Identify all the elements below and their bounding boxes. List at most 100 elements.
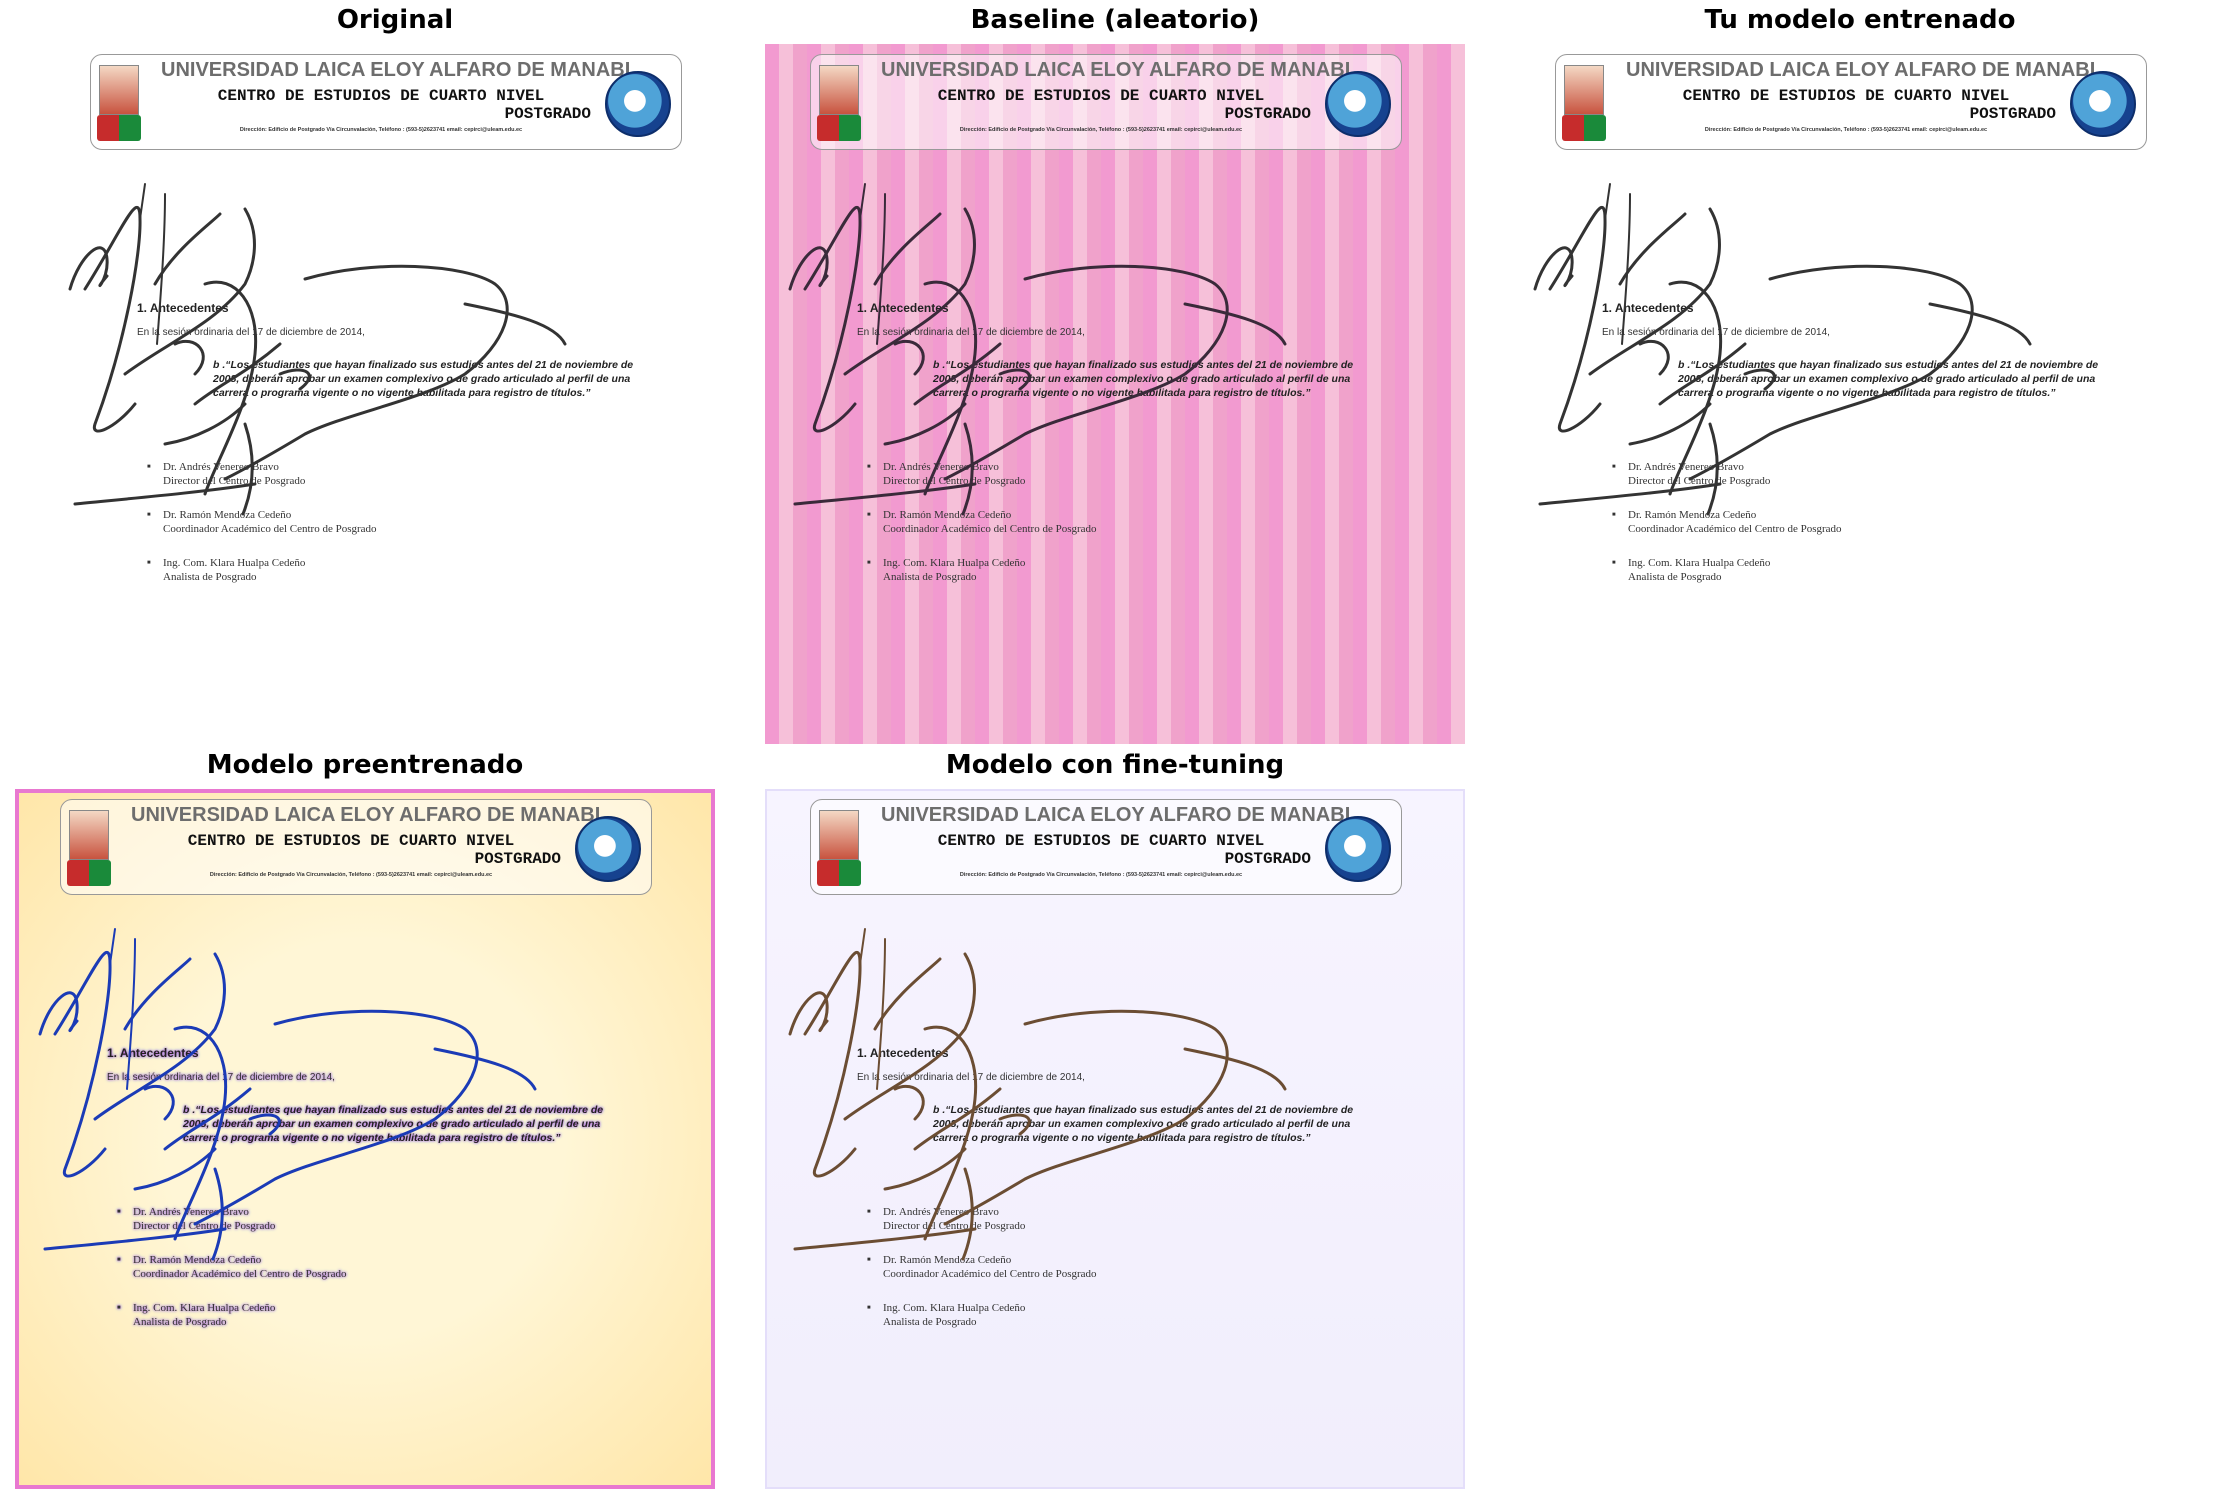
person-role: Coordinador Académico del Centro de Posg… [133,1268,347,1280]
person-item: Dr. Andrés Venereo Bravo Director del Ce… [147,460,306,488]
document-image: UNIVERSIDAD LAICA ELOY ALFARO DE MANABI … [765,789,1465,1489]
intro-text: En la sesión ordinaria del 17 de diciemb… [857,327,1085,338]
letterhead-postgrado: POSTGRADO [1224,850,1311,868]
document-image: UNIVERSIDAD LAICA ELOY ALFARO DE MANABI … [45,44,745,744]
document-image: UNIVERSIDAD LAICA ELOY ALFARO DE MANABI … [15,789,715,1489]
letterhead-subtitle: CENTRO DE ESTUDIOS DE CUARTO NIVEL [1682,87,2010,105]
panel-title: Modelo preentrenado [206,750,524,780]
person-item: Ing. Com. Klara Hualpa Cedeño Analista d… [867,556,1026,584]
letterhead: UNIVERSIDAD LAICA ELOY ALFARO DE MANABI … [60,799,652,895]
person-role: Coordinador Académico del Centro de Posg… [883,523,1097,535]
person-name: Dr. Ramón Mendoza Cedeño [163,509,292,521]
person-item: Dr. Andrés Venereo Bravo Director del Ce… [867,460,1026,488]
handwritten-signature [1533,183,2032,516]
image-frame [15,789,715,1489]
person-name: Ing. Com. Klara Hualpa Cedeño [163,557,306,569]
letterhead: UNIVERSIDAD LAICA ELOY ALFARO DE MANABI … [90,54,682,150]
person-item: Dr. Ramón Mendoza Cedeño Coordinador Aca… [1612,508,1842,536]
person-role: Director del Centro de Posgrado [1628,475,1771,487]
letterhead-address: Dirección: Edificio de Postgrado Vía Cir… [959,127,1243,133]
panel-title: Tu modelo entrenado [1704,5,2016,35]
person-item: Ing. Com. Klara Hualpa Cedeño Analista d… [147,556,306,584]
founder-portrait-icon [99,65,139,115]
letterhead-subtitle: CENTRO DE ESTUDIOS DE CUARTO NIVEL [937,832,1265,850]
person-role: Director del Centro de Posgrado [883,475,1026,487]
scanned-document: UNIVERSIDAD LAICA ELOY ALFARO DE MANABI … [1510,44,2210,744]
person-item: Dr. Ramón Mendoza Cedeño Coordinador Aca… [147,508,377,536]
person-role: Director del Centro de Posgrado [163,475,306,487]
image-frame [765,789,1465,1489]
letterhead-address: Dirección: Edificio de Postgrado Vía Cir… [959,872,1243,878]
intro-text: En la sesión ordinaria del 17 de diciemb… [137,327,365,338]
founder-portrait-icon [1564,65,1604,115]
postgrado-seal-icon [1325,816,1391,882]
person-role: Analista de Posgrado [163,571,257,583]
person-item: Dr. Andrés Venereo Bravo Director del Ce… [1612,460,1771,488]
person-name: Dr. Andrés Venereo Bravo [163,461,279,473]
person-item: Dr. Andrés Venereo Bravo Director del Ce… [867,1205,1026,1233]
person-name: Ing. Com. Klara Hualpa Cedeño [133,1302,276,1314]
letterhead: UNIVERSIDAD LAICA ELOY ALFARO DE MANABI … [1555,54,2147,150]
panel-title: Original [336,5,454,35]
person-item: Ing. Com. Klara Hualpa Cedeño Analista d… [867,1301,1026,1329]
intro-text: En la sesión ordinaria del 17 de diciemb… [107,1072,335,1083]
person-name: Dr. Ramón Mendoza Cedeño [133,1254,262,1266]
person-role: Analista de Posgrado [1628,571,1722,583]
cepirci-logo-icon [817,860,861,886]
person-item: Dr. Ramón Mendoza Cedeño Coordinador Aca… [867,508,1097,536]
person-role: Director del Centro de Posgrado [883,1220,1026,1232]
person-name: Ing. Com. Klara Hualpa Cedeño [883,1302,1026,1314]
handwritten-signature [788,928,1287,1261]
letterhead-address: Dirección: Edificio de Postgrado Vía Cir… [239,127,523,133]
document-image: UNIVERSIDAD LAICA ELOY ALFARO DE MANABI … [765,44,1465,744]
postgrado-seal-icon [1325,71,1391,137]
handwritten-signature [788,183,1287,516]
person-name: Dr. Ramón Mendoza Cedeño [883,1254,1012,1266]
image-frame [1510,44,2210,744]
quote-text: b .“Los estudiantes que hayan finalizado… [213,359,634,399]
letterhead: UNIVERSIDAD LAICA ELOY ALFARO DE MANABI … [810,799,1402,895]
person-role: Coordinador Académico del Centro de Posg… [1628,523,1842,535]
image-frame [765,44,1465,744]
person-item: Dr. Andrés Venereo Bravo Director del Ce… [117,1205,276,1233]
person-role: Coordinador Académico del Centro de Posg… [883,1268,1097,1280]
quote-text: b .“Los estudiantes que hayan finalizado… [1678,359,2099,399]
person-name: Ing. Com. Klara Hualpa Cedeño [1628,557,1771,569]
panel-title: Modelo con fine-tuning [945,750,1285,780]
letterhead-address: Dirección: Edificio de Postgrado Vía Cir… [209,872,493,878]
person-name: Dr. Ramón Mendoza Cedeño [883,509,1012,521]
letterhead-subtitle: CENTRO DE ESTUDIOS DE CUARTO NIVEL [217,87,545,105]
document-image: UNIVERSIDAD LAICA ELOY ALFARO DE MANABI … [1510,44,2210,744]
intro-text: En la sesión ordinaria del 17 de diciemb… [857,1072,1085,1083]
letterhead-postgrado: POSTGRADO [504,105,591,123]
person-name: Dr. Andrés Venereo Bravo [883,1206,999,1218]
person-role: Analista de Posgrado [883,1316,977,1328]
person-role: Coordinador Académico del Centro de Posg… [163,523,377,535]
handwritten-signature [68,183,567,516]
panel-title: Baseline (aleatorio) [970,5,1260,35]
scanned-document: UNIVERSIDAD LAICA ELOY ALFARO DE MANABI … [15,789,715,1489]
intro-text: En la sesión ordinaria del 17 de diciemb… [1602,327,1830,338]
person-role: Director del Centro de Posgrado [133,1220,276,1232]
postgrado-seal-icon [2070,71,2136,137]
scanned-document: UNIVERSIDAD LAICA ELOY ALFARO DE MANABI … [765,789,1465,1489]
postgrado-seal-icon [605,71,671,137]
letterhead-postgrado: POSTGRADO [474,850,561,868]
scanned-document: UNIVERSIDAD LAICA ELOY ALFARO DE MANABI … [45,44,745,744]
letterhead-subtitle: CENTRO DE ESTUDIOS DE CUARTO NIVEL [187,832,515,850]
person-item: Ing. Com. Klara Hualpa Cedeño Analista d… [1612,556,1771,584]
person-name: Dr. Andrés Venereo Bravo [1628,461,1744,473]
letterhead: UNIVERSIDAD LAICA ELOY ALFARO DE MANABI … [810,54,1402,150]
founder-portrait-icon [819,65,859,115]
letterhead-title: UNIVERSIDAD LAICA ELOY ALFARO DE MANABI [881,59,1351,81]
cepirci-logo-icon [1562,115,1606,141]
person-name: Dr. Andrés Venereo Bravo [133,1206,249,1218]
handwritten-signature [38,928,537,1261]
letterhead-subtitle: CENTRO DE ESTUDIOS DE CUARTO NIVEL [937,87,1265,105]
cepirci-logo-icon [97,115,141,141]
person-name: Ing. Com. Klara Hualpa Cedeño [883,557,1026,569]
letterhead-postgrado: POSTGRADO [1224,105,1311,123]
quote-text: b .“Los estudiantes que hayan finalizado… [183,1104,604,1144]
postgrado-seal-icon [575,816,641,882]
quote-text: b .“Los estudiantes que hayan finalizado… [933,1104,1354,1144]
